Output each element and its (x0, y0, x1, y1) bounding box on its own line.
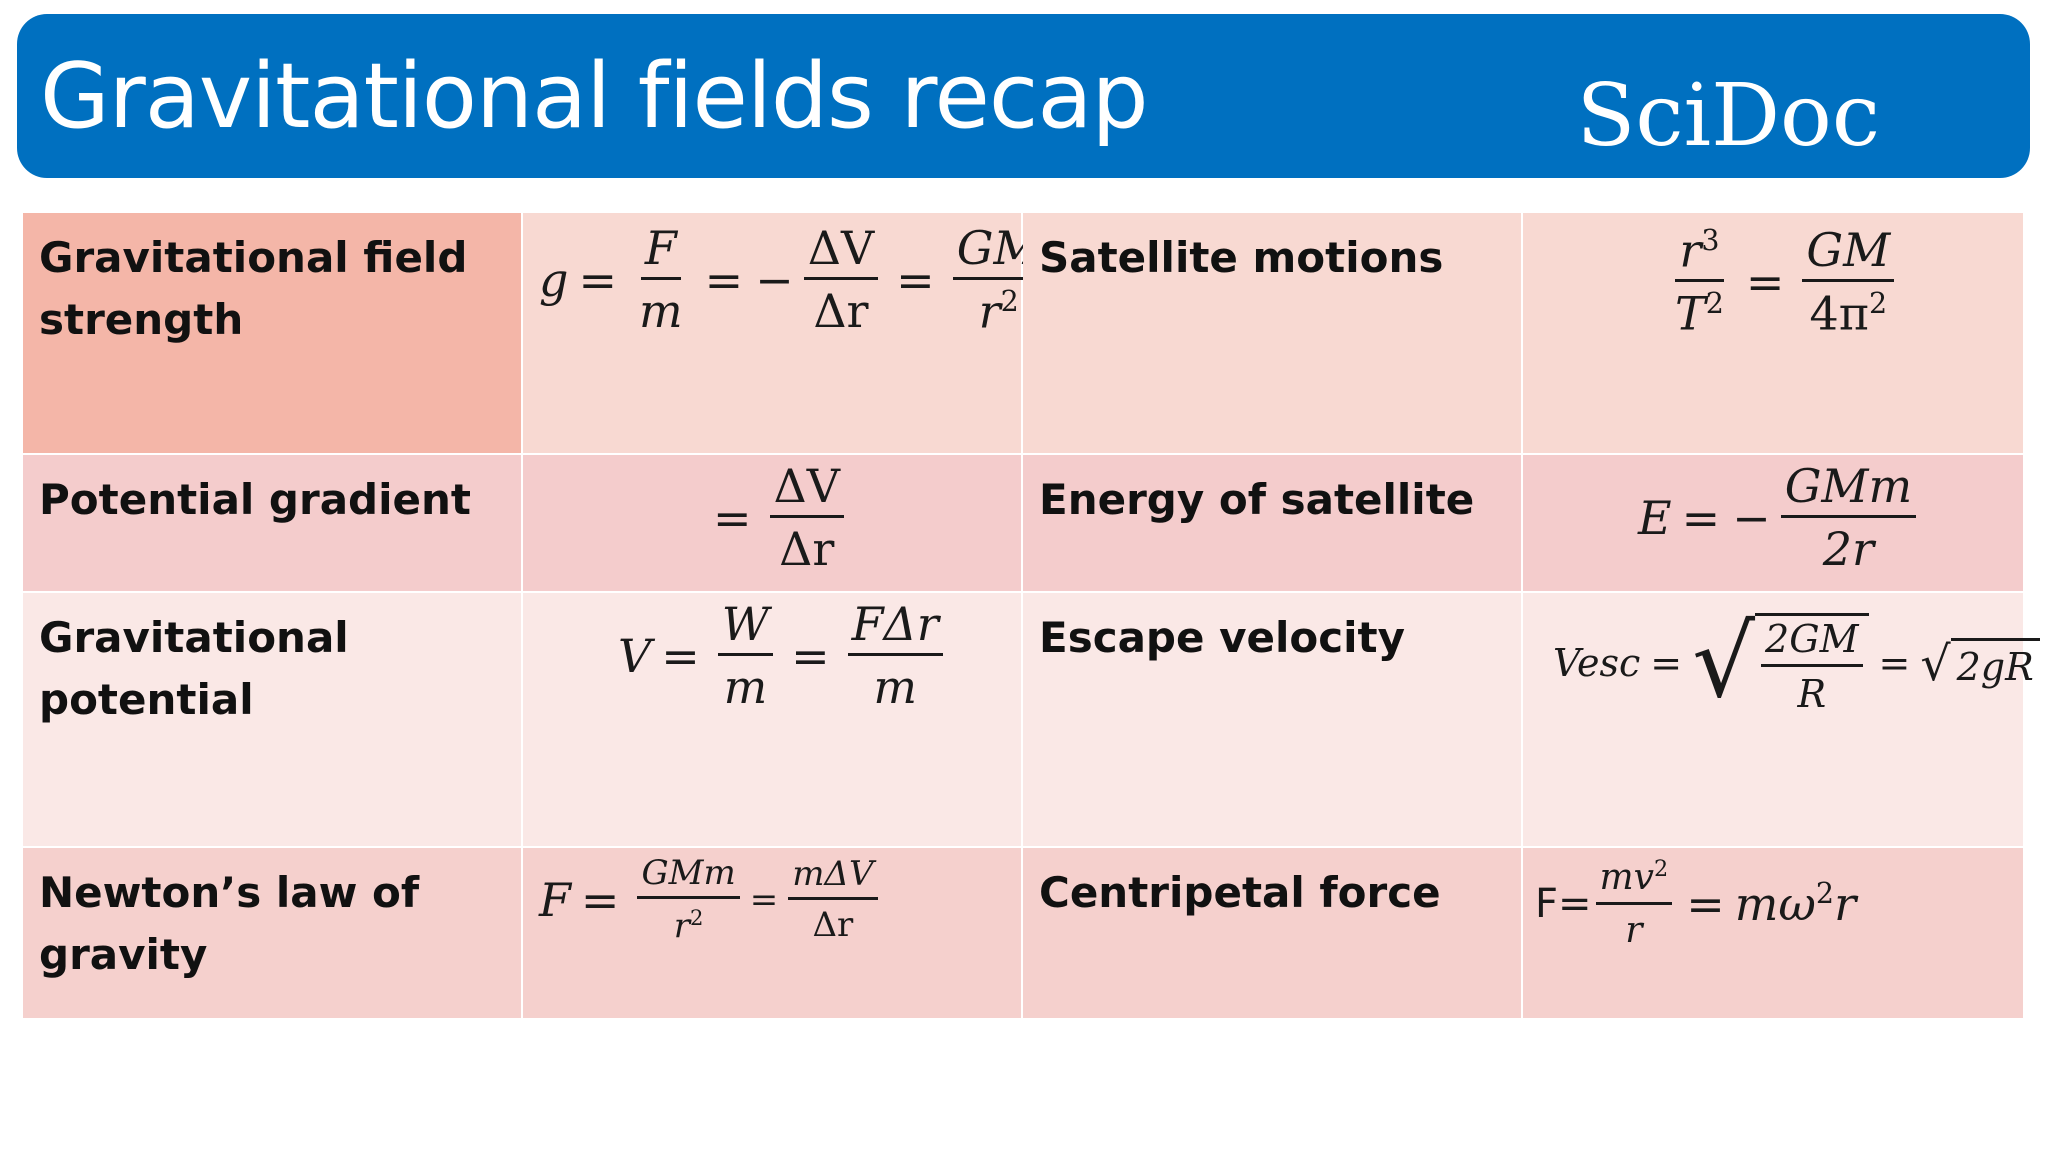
label-cell-potential-gradient: Potential gradient (23, 455, 523, 593)
label-cell-satellite-motions: Satellite motions (1023, 213, 1523, 455)
label-potential-gradient: Potential gradient (39, 475, 471, 524)
formula-potential-gradient: = ΔV Δr (703, 463, 852, 572)
formula-cell-potential-gradient: = ΔV Δr (523, 455, 1023, 593)
label-energy-satellite: Energy of satellite (1039, 475, 1475, 524)
page-title: Gravitational fields recap (40, 44, 1149, 149)
formula-cell-satellite-motions: r3 T2 = GM 4π2 (1523, 213, 2023, 455)
label-cell-field-strength: Gravitational field strength (23, 213, 523, 455)
title-banner: Gravitational fields recap SciDoc (17, 14, 2030, 178)
label-satellite-motions: Satellite motions (1039, 233, 1444, 282)
label-field-strength: Gravitational field strength (39, 233, 468, 344)
formula-newton-law: F = GMm r2 = mΔV Δr (539, 856, 886, 943)
label-escape-velocity: Escape velocity (1039, 613, 1405, 662)
formula-centripetal: F= mv2 r = mω 2 r (1535, 856, 1857, 951)
formula-cell-newton-law: F = GMm r2 = mΔV Δr (523, 848, 1023, 1020)
label-newton-law: Newton’s law of gravity (39, 868, 420, 979)
brand-logo: SciDoc (1576, 66, 1880, 166)
formula-energy-satellite: E = − GMm 2r (1638, 463, 1924, 572)
label-cell-energy-satellite: Energy of satellite (1023, 455, 1523, 593)
formula-cell-centripetal: F= mv2 r = mω 2 r (1523, 848, 2023, 1020)
formula-satellite-motions: r3 T2 = GM 4π2 (1663, 226, 1902, 337)
label-cell-escape-velocity: Escape velocity (1023, 593, 1523, 848)
sqrt-symbol: √ 2GM R (1692, 613, 1869, 713)
label-cell-grav-potential: Gravitational potential (23, 593, 523, 848)
label-cell-newton-law: Newton’s law of gravity (23, 848, 523, 1020)
label-centripetal: Centripetal force (1039, 868, 1441, 917)
sqrt-symbol-2: √ 2gR (1920, 637, 2040, 689)
formula-escape-velocity: Vesc = √ 2GM R = √ 2gR (1553, 613, 2040, 713)
formula-cell-escape-velocity: Vesc = √ 2GM R = √ 2gR (1523, 593, 2040, 848)
label-grav-potential: Gravitational potential (39, 613, 349, 724)
label-cell-centripetal: Centripetal force (1023, 848, 1523, 1020)
formula-cell-energy-satellite: E = − GMm 2r (1523, 455, 2023, 593)
